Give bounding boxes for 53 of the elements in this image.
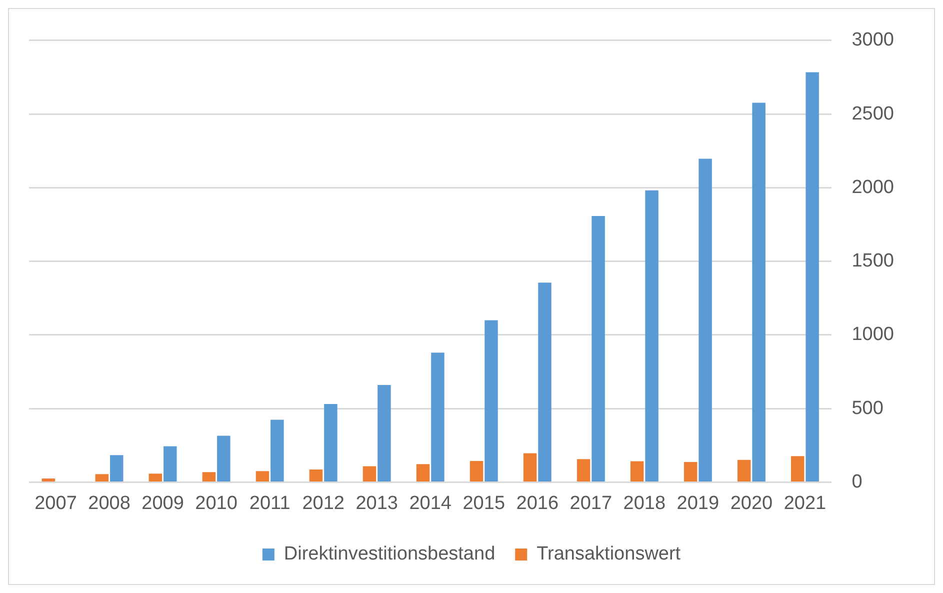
y-tick-label: 1000 <box>852 324 894 346</box>
bar <box>148 474 162 482</box>
bar <box>431 352 444 482</box>
bar <box>110 455 124 482</box>
x-tick-label: 2010 <box>195 492 238 514</box>
bar <box>324 404 338 482</box>
bar <box>630 461 644 482</box>
y-tick-label: 2000 <box>852 176 894 198</box>
x-tick-label: 2020 <box>730 492 773 514</box>
bar <box>202 472 216 482</box>
x-tick-label: 2015 <box>462 492 506 514</box>
bar <box>790 456 804 482</box>
bar <box>684 462 698 482</box>
bar <box>576 459 590 482</box>
bar <box>470 460 484 482</box>
x-tick-label: 2019 <box>676 492 720 514</box>
x-tick-label: 2018 <box>623 492 666 514</box>
bar <box>698 158 712 482</box>
x-tick-label: 2012 <box>302 492 344 514</box>
x-tick-label: 2013 <box>356 492 398 514</box>
y-tick-label: 1500 <box>852 250 894 272</box>
x-tick-label: 2017 <box>570 492 612 514</box>
bar <box>416 464 430 482</box>
x-tick-label: 2021 <box>784 492 826 514</box>
y-tick-label: 0 <box>852 471 862 492</box>
x-tick-label: 2014 <box>409 492 452 514</box>
legend-label: Transaktionswert <box>536 544 682 565</box>
x-tick-label: 2016 <box>516 492 559 514</box>
x-tick-label: 2007 <box>34 492 77 514</box>
x-tick-label: 2008 <box>88 492 130 514</box>
bar <box>270 420 284 482</box>
bar <box>217 436 230 482</box>
bar <box>538 282 552 482</box>
bar <box>592 216 605 482</box>
bar <box>752 102 766 482</box>
y-tick-label: 2500 <box>852 103 894 124</box>
bar <box>523 453 537 482</box>
x-tick-label: 2009 <box>142 492 184 514</box>
bar <box>309 470 323 482</box>
bar <box>737 460 751 482</box>
bar <box>378 385 391 482</box>
y-tick-label: 3000 <box>852 30 894 51</box>
bar <box>164 446 177 482</box>
legend-label: Direktinvestitionsbestand <box>284 544 496 565</box>
x-tick-label: 2011 <box>249 492 290 514</box>
bar <box>645 190 658 482</box>
bar <box>42 478 56 482</box>
bar <box>806 72 819 482</box>
bar <box>256 471 270 482</box>
bar <box>95 474 109 482</box>
bar <box>484 320 498 482</box>
bar <box>362 466 376 482</box>
y-tick-label: 500 <box>852 398 884 419</box>
